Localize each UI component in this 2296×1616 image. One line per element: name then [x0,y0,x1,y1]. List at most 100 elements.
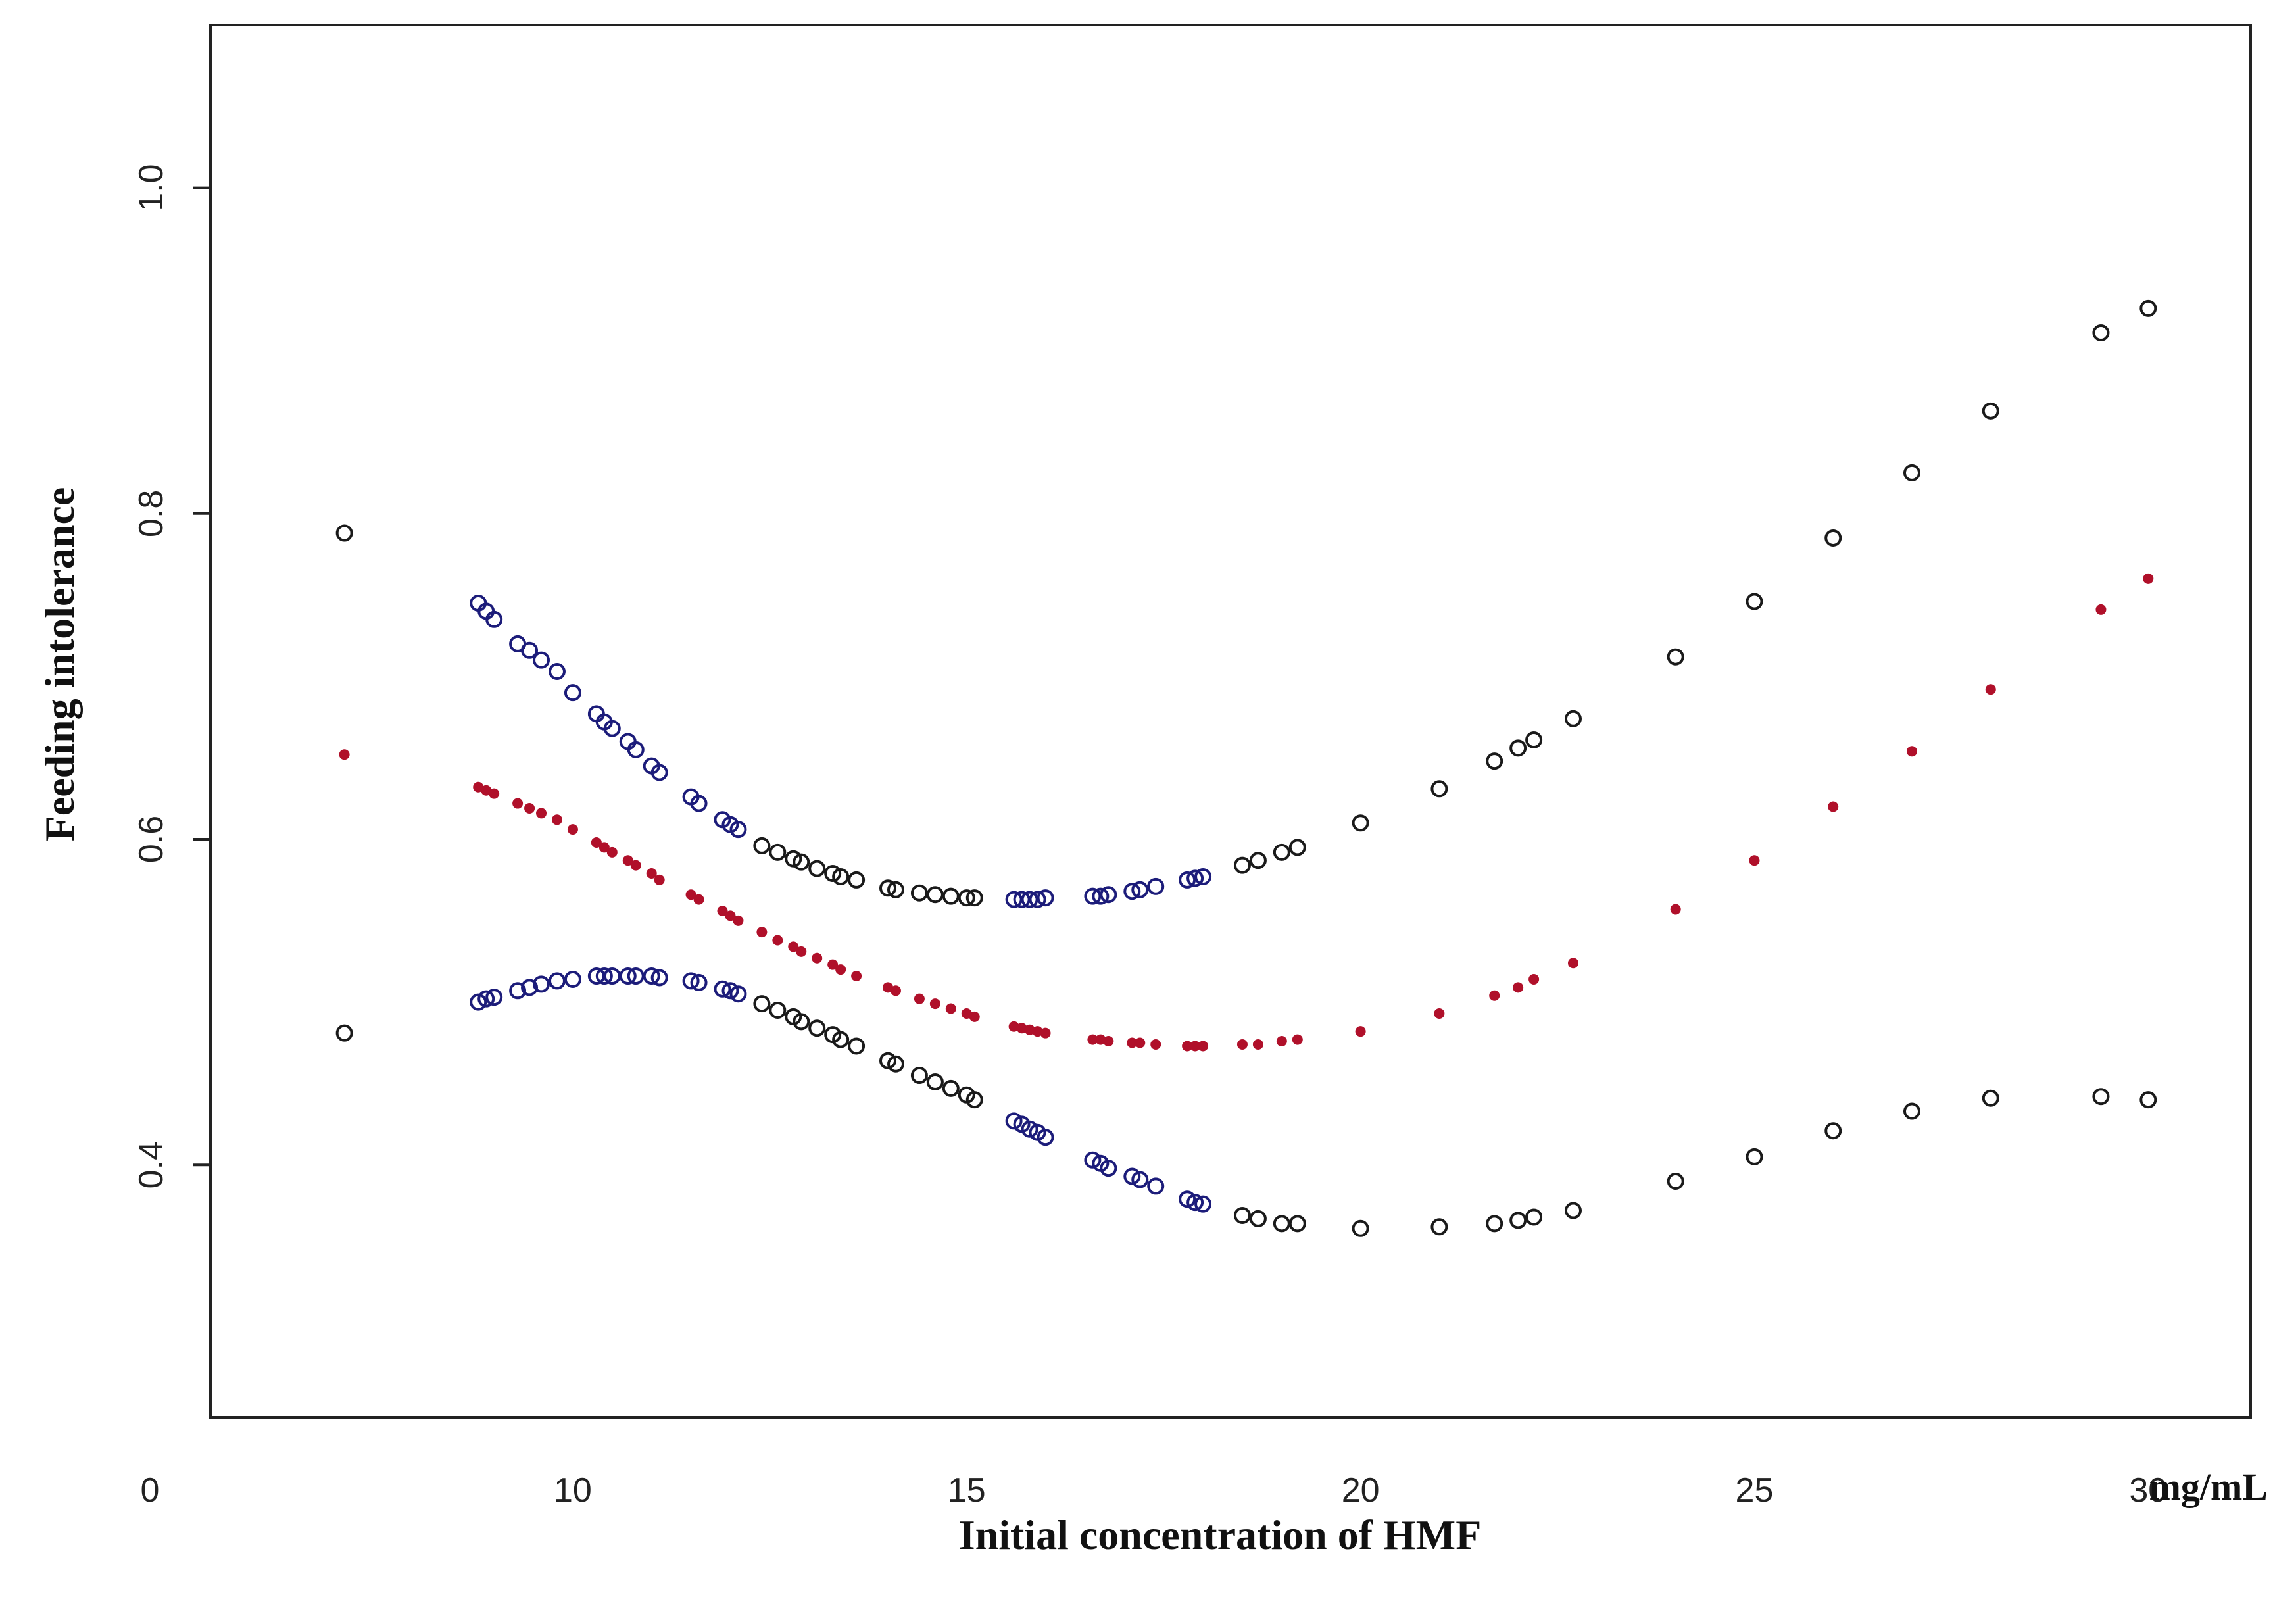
lower-ci-point [1982,1089,1999,1107]
lower-ci-point [1903,1102,1920,1120]
lower-ci-point [1509,1212,1527,1229]
series-estimate [339,573,2154,1052]
estimate-point [1087,1034,1098,1045]
lower-ci-point [1186,1194,1204,1212]
upper-ci-point [1746,593,1763,610]
lower-ci-point [1667,1172,1684,1190]
lower-ci-point [926,1073,944,1090]
upper-ci-point [1903,464,1920,481]
upper-ci-point [753,837,771,854]
y-axis: 0.4 0.6 0.8 1.0 [132,164,210,1188]
estimate-point [1024,1024,1035,1035]
lower-ci-point [1179,1190,1196,1208]
estimate-point [969,1011,980,1022]
upper-ci-point [1667,648,1684,666]
estimate-point [1127,1037,1138,1048]
upper-ci-point [1186,869,1204,887]
estimate-point [961,1008,972,1019]
estimate-point [1016,1023,1027,1034]
estimate-point [1236,1039,1248,1050]
lower-ci-point [793,1013,810,1031]
upper-ci-point [1147,877,1165,895]
estimate-point [756,927,768,938]
estimate-point [796,946,807,957]
upper-ci-point [793,853,810,871]
estimate-point [725,910,736,921]
lower-ci-point [1273,1215,1290,1233]
lower-ci-point [1486,1215,1503,1233]
upper-ci-point [548,662,566,680]
estimate-point [1103,1036,1114,1047]
lower-ci-point [2092,1088,2110,1106]
lower-ci-point [729,985,747,1003]
x-tick-label: 10 [554,1471,592,1509]
estimate-point [1252,1039,1263,1050]
estimate-point [524,802,535,814]
lower-ci-point [470,993,487,1011]
estimate-point [1985,684,1996,695]
estimate-point [481,785,492,796]
lower-ci-point [714,980,731,998]
estimate-point [512,798,524,809]
upper-ci-point [1486,752,1503,770]
x-tick-label: 30 [2129,1471,2167,1509]
lower-ci-point [564,970,581,988]
y-tick-label: 1.0 [132,164,170,211]
estimate-point [1513,982,1524,993]
lower-ci-point [1430,1218,1448,1236]
y-axis-title: Feeding intolerance [36,487,83,842]
estimate-point [598,842,610,853]
estimate-point [1906,746,1917,757]
lower-ci-point [533,975,550,993]
lower-ci-point [1131,1171,1149,1188]
estimate-point [654,874,665,885]
estimate-point [717,905,728,916]
lower-ci-point [1084,1151,1102,1169]
estimate-point [551,814,562,825]
lower-ci-point [1564,1202,1582,1219]
upper-ci-point [1233,856,1251,874]
lower-ci-point [942,1079,960,1097]
upper-ci-point [690,795,708,812]
y-tick-label: 0.6 [132,816,170,863]
upper-ci-point [879,879,897,897]
lower-ci-point [1194,1195,1212,1213]
lower-ci-point [509,982,527,1000]
lower-ci-point [769,1001,787,1019]
lower-ci-point [721,982,739,1000]
x-axis-title: Initial concentration of HMF [959,1511,1482,1558]
estimate-point [1276,1036,1287,1047]
lower-ci-point [1037,1129,1054,1146]
estimate-point [733,915,744,926]
lower-ci-point [1021,1120,1038,1138]
lower-ci-point [808,1019,826,1037]
lower-ci-point [2139,1091,2157,1109]
estimate-point [622,855,633,866]
estimate-point [883,982,894,993]
series-lower-ci [335,967,2157,1237]
upper-ci-point [910,884,928,902]
estimate-point [630,860,641,871]
upper-ci-point [650,764,668,781]
estimate-point [835,964,846,975]
lower-ci-point [548,972,566,990]
upper-ci-point [603,720,621,737]
upper-ci-point [808,860,826,877]
upper-ci-point [1430,780,1448,798]
lower-ci-point [650,969,668,987]
estimate-point [1567,958,1578,969]
estimate-point [567,824,578,835]
lower-ci-point [521,979,539,996]
lower-ci-point [965,1091,983,1109]
lower-ci-point [1100,1160,1117,1177]
estimate-point [1292,1034,1303,1045]
estimate-point [1190,1041,1201,1052]
estimate-point [1528,973,1540,985]
upper-ci-point [785,850,802,868]
upper-ci-point [1179,871,1196,889]
upper-ci-point [1123,883,1141,900]
x-tick-label: 0 [141,1471,160,1509]
x-axis: 0 10 15 20 25 30 [141,1471,2168,1509]
upper-ci-point [2092,324,2110,341]
estimate-point [693,894,704,905]
